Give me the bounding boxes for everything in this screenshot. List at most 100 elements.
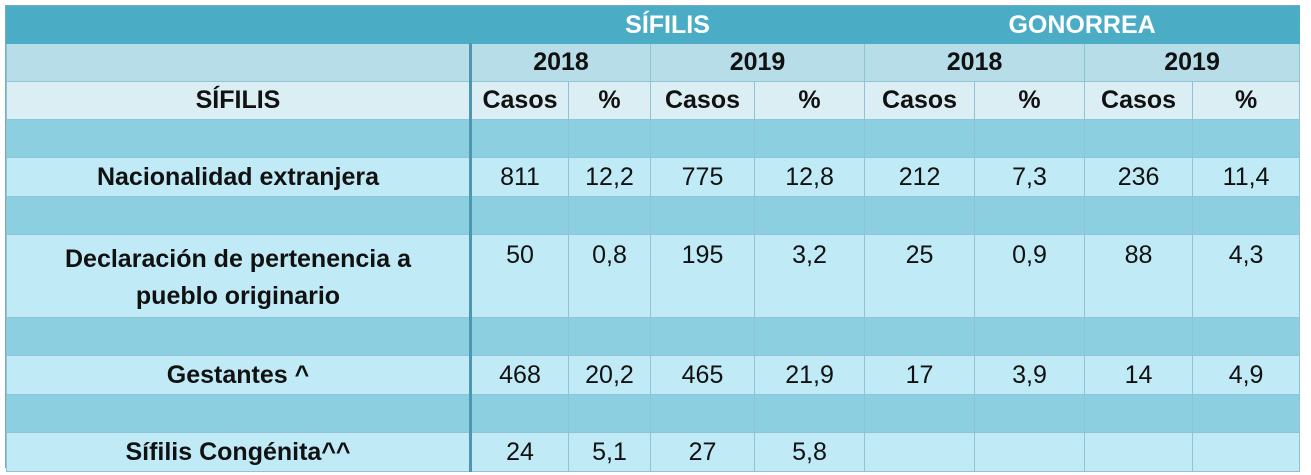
spacer-cell	[650, 119, 755, 158]
spacer-cell	[974, 317, 1086, 356]
table-cell: 0,8	[568, 234, 651, 318]
table-cell: 4,3	[1192, 234, 1301, 318]
col-header: %	[753, 81, 866, 120]
row-label: Declaración de pertenencia a pueblo origi…	[6, 234, 472, 318]
spacer-cell	[6, 317, 472, 356]
row-label-line: Declaración de pertenencia a	[65, 245, 411, 273]
table-cell: 88	[1084, 234, 1194, 318]
col-header: %	[568, 81, 651, 120]
year-header-gonorrea-2019: 2019	[1084, 43, 1301, 82]
group-header-gonorrea: GONORREA	[864, 6, 1301, 44]
spacer-cell	[1192, 317, 1301, 356]
sti-cases-table: SÍFILIS GONORREA 2018 2019 2018 2019 SÍF…	[6, 6, 1301, 472]
col-header: %	[974, 81, 1086, 120]
spacer-row	[6, 394, 1301, 433]
spacer-cell	[864, 317, 976, 356]
group-header-sifilis: SÍFILIS	[469, 6, 866, 44]
year-header-row: 2018 2019 2018 2019	[6, 43, 1301, 82]
spacer-cell	[650, 196, 755, 235]
spacer-cell	[6, 394, 472, 433]
table-cell: 12,2	[568, 157, 651, 197]
group-header-blank	[6, 6, 471, 44]
spacer-cell	[753, 394, 866, 433]
table-row: Sífilis Congénita^^ 24 5,1 27 5,8	[6, 432, 1301, 472]
table-cell: 195	[650, 234, 755, 318]
spacer-cell	[1084, 317, 1194, 356]
spacer-cell	[470, 317, 569, 356]
spacer-cell	[470, 394, 569, 433]
table-cell: 11,4	[1192, 157, 1301, 197]
table-cell: 4,9	[1192, 355, 1301, 395]
spacer-cell	[1192, 119, 1301, 158]
table-cell: 212	[864, 157, 976, 197]
row-label: Sífilis Congénita^^	[6, 432, 472, 472]
spacer-cell	[974, 196, 1086, 235]
spacer-cell	[568, 394, 651, 433]
row-label: Gestantes ^	[6, 355, 472, 395]
column-header-row: SÍFILIS Casos % Casos % Casos % Casos %	[6, 81, 1301, 120]
table-cell	[864, 432, 976, 472]
table-cell: 3,2	[753, 234, 866, 318]
table-cell: 236	[1084, 157, 1194, 197]
spacer-cell	[864, 196, 976, 235]
spacer-cell	[650, 394, 755, 433]
group-header-row: SÍFILIS GONORREA	[6, 6, 1301, 44]
table-cell: 811	[470, 157, 569, 197]
spacer-cell	[6, 119, 472, 158]
col-header: Casos	[470, 81, 569, 120]
spacer-cell	[568, 119, 651, 158]
col-header: Casos	[864, 81, 976, 120]
table-cell: 3,9	[974, 355, 1086, 395]
spacer-cell	[470, 119, 569, 158]
data-table-container: SÍFILIS GONORREA 2018 2019 2018 2019 SÍF…	[5, 5, 1301, 472]
table-cell	[1192, 432, 1301, 472]
spacer-row	[6, 119, 1301, 158]
table-row: Declaración de pertenencia a pueblo origi…	[6, 234, 1301, 318]
spacer-cell	[974, 394, 1086, 433]
table-cell: 12,8	[753, 157, 866, 197]
year-header-sifilis-2019: 2019	[649, 43, 866, 82]
spacer-cell	[753, 119, 866, 158]
table-cell	[1084, 432, 1194, 472]
spacer-cell	[1192, 196, 1301, 235]
spacer-cell	[753, 196, 866, 235]
spacer-row	[6, 196, 1301, 235]
table-cell: 465	[650, 355, 755, 395]
spacer-cell	[470, 196, 569, 235]
spacer-cell	[1084, 394, 1194, 433]
table-cell: 20,2	[568, 355, 651, 395]
spacer-cell	[568, 317, 651, 356]
table-cell: 17	[864, 355, 976, 395]
table-cell: 27	[650, 432, 755, 472]
spacer-cell	[864, 394, 976, 433]
table-cell: 21,9	[753, 355, 866, 395]
table-cell: 775	[650, 157, 755, 197]
table-cell: 7,3	[974, 157, 1086, 197]
table-cell: 5,1	[568, 432, 651, 472]
col-header: Casos	[1084, 81, 1194, 120]
table-cell: 0,9	[974, 234, 1086, 318]
table-row: Gestantes ^ 468 20,2 465 21,9 17 3,9 14 …	[6, 355, 1301, 395]
year-header-gonorrea-2018: 2018	[864, 43, 1086, 82]
row-label: Nacionalidad extranjera	[6, 157, 472, 197]
table-cell: 5,8	[753, 432, 866, 472]
table-cell: 24	[470, 432, 569, 472]
spacer-cell	[864, 119, 976, 158]
spacer-cell	[1084, 119, 1194, 158]
spacer-cell	[568, 196, 651, 235]
table-cell: 25	[864, 234, 976, 318]
row-label-header: SÍFILIS	[6, 81, 472, 120]
table-cell: 468	[470, 355, 569, 395]
table-cell: 50	[470, 234, 569, 318]
col-header: Casos	[650, 81, 755, 120]
table-cell	[974, 432, 1086, 472]
spacer-cell	[974, 119, 1086, 158]
spacer-cell	[6, 196, 472, 235]
spacer-cell	[753, 317, 866, 356]
row-label-line: pueblo originario	[135, 282, 341, 310]
year-header-sifilis-2018: 2018	[470, 43, 651, 82]
table-cell: 14	[1084, 355, 1194, 395]
spacer-cell	[650, 317, 755, 356]
year-header-blank	[6, 43, 472, 82]
spacer-cell	[1084, 196, 1194, 235]
